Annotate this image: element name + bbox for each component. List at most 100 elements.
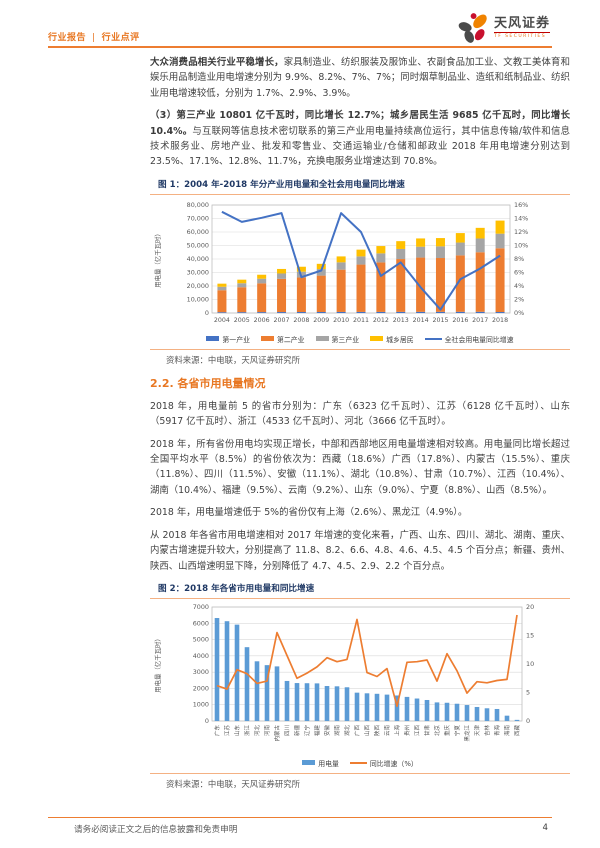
bar-segment xyxy=(277,268,287,274)
x-axis-label: 2012 xyxy=(373,317,389,324)
legend-label: 城乡居民 xyxy=(386,335,414,344)
bar-segment xyxy=(435,237,445,247)
bar-segment xyxy=(376,262,386,312)
x-axis-label: 山东 xyxy=(233,724,241,736)
bar-segment xyxy=(217,283,227,287)
x-axis-label: 青海 xyxy=(493,724,501,736)
secondary-axis-tick: 16% xyxy=(514,201,528,209)
x-axis-label: 湖南 xyxy=(333,724,341,736)
paragraph-above-average-provinces: 2018 年，所有省份用电均实现正增长，中部和西部地区用电量增速相对较高。用电量… xyxy=(150,438,570,496)
y-axis-tick: 2000 xyxy=(193,684,209,692)
secondary-axis-tick: 5 xyxy=(526,688,530,696)
legend-item: 全社会用电量同比增速 xyxy=(424,334,514,344)
x-axis-label: 2005 xyxy=(234,317,250,324)
legend-item: 城乡居民 xyxy=(370,334,414,344)
x-axis-label: 江苏 xyxy=(223,724,231,736)
bar-segment xyxy=(434,702,440,721)
bar-segment xyxy=(334,686,340,721)
bar-segment xyxy=(336,311,346,313)
secondary-axis-tick: 2% xyxy=(514,295,524,303)
x-axis-label: 2008 xyxy=(293,317,309,324)
legend-item: 同比增速（%） xyxy=(349,758,418,768)
brand-name-en: TF SECURITIES xyxy=(493,32,550,39)
paragraph-text: 家具制造业、纺织服装及服饰业、农副食品加工业、文教工美体育和娱乐用品制造业用电增… xyxy=(150,57,570,99)
legend-swatch xyxy=(370,336,384,342)
bar-segment xyxy=(234,624,240,721)
bar-segment xyxy=(277,273,287,279)
secondary-axis-tick: 8% xyxy=(514,255,524,263)
y-axis-tick: 30,000 xyxy=(187,268,209,276)
bar-segment xyxy=(455,255,465,312)
bar-segment xyxy=(454,703,460,721)
secondary-axis-tick: 10% xyxy=(514,241,528,249)
paragraph-lead-bold: 大众消费品相关行业平稳增长， xyxy=(150,57,284,68)
paragraph-text: 与互联网等信息技术密切联系的第三产业用电量持续高位运行，其中信息传输/软件和信息… xyxy=(150,125,570,168)
paragraph-lead-bold: （3）第三产业 10801 亿千瓦时，同比增长 12.7%；城乡居民生活 968… xyxy=(150,110,570,137)
bar-segment xyxy=(316,268,326,276)
bar-segment xyxy=(257,283,267,312)
x-axis-label: 湖北 xyxy=(343,724,351,736)
y-axis-tick: 0 xyxy=(205,309,209,317)
bar-segment xyxy=(416,311,426,313)
bar-segment xyxy=(237,287,247,312)
x-axis-label: 上海 xyxy=(393,724,401,736)
x-axis-label: 四川 xyxy=(284,725,291,736)
bar-segment xyxy=(495,220,505,234)
x-axis-label: 2007 xyxy=(274,317,290,324)
bar-segment xyxy=(356,249,366,257)
paragraph-below-5pct-provinces: 2018 年，用电量增速低于 5%的省份仅有上海（2.6%）、黑龙江（4.9%）… xyxy=(150,507,468,519)
x-axis-label: 西藏 xyxy=(513,724,521,736)
y-axis-tick: 70,000 xyxy=(187,214,209,222)
bar-segment xyxy=(356,311,366,313)
trend-line xyxy=(216,614,518,707)
bar-segment xyxy=(424,699,430,721)
brand-logo: 天风证券 TF SECURITIES xyxy=(457,12,550,44)
legend-item: 第二产业 xyxy=(260,334,305,344)
x-axis-label: 安徽 xyxy=(323,724,331,736)
legend-swatch xyxy=(349,761,367,764)
bar-segment xyxy=(504,715,510,721)
x-axis-label: 天津 xyxy=(474,724,481,736)
paragraph-top5-provinces: 2018 年，用电量前 5 的省市分别为：广东（6323 亿千瓦时）、江苏（61… xyxy=(150,400,570,428)
x-axis-label: 海南 xyxy=(503,724,511,736)
y-axis-tick: 6000 xyxy=(193,619,209,627)
x-axis-label: 江西 xyxy=(414,724,421,736)
legend-swatch xyxy=(315,336,329,342)
figure-top-hairline xyxy=(150,597,570,599)
bar-segment xyxy=(296,266,306,272)
bar-segment xyxy=(416,238,426,247)
x-axis-label: 陕西 xyxy=(373,724,381,736)
x-axis-label: 2016 xyxy=(452,317,468,324)
legend-swatch xyxy=(206,336,220,342)
bar-segment xyxy=(494,708,500,721)
paragraph-growth-change: 从 2018 年各省市用电增速相对 2017 年增速的变化来看，广西、山东、四川… xyxy=(150,529,570,572)
bar-segment xyxy=(324,685,330,721)
bar-segment xyxy=(475,227,485,239)
bar-segment xyxy=(396,248,406,259)
bar-segment xyxy=(316,263,326,269)
secondary-axis-tick: 20 xyxy=(526,603,534,611)
figure-1: 图 1：2004 年-2018 年分产业用电量和全社会用电量同比增速 0 10,0… xyxy=(150,177,570,366)
secondary-axis-tick: 6% xyxy=(514,268,524,276)
bar-segment xyxy=(464,704,470,721)
figure-bottom-hairline xyxy=(150,772,570,774)
y-axis-title: 用电量（亿千瓦时） xyxy=(153,230,162,288)
x-axis-label: 辽宁 xyxy=(303,724,311,736)
pinwheel-logo-icon xyxy=(458,13,487,43)
bar-segment xyxy=(435,311,445,313)
report-body: 大众消费品相关行业平稳增长，家具制造业、纺织服装及服饰业、农副食品加工业、文教工… xyxy=(150,55,570,799)
figure-2-source: 资料来源：中电联，天风证券研究所 xyxy=(166,778,300,789)
x-axis-label: 2010 xyxy=(333,317,349,324)
secondary-axis-tick: 4% xyxy=(514,282,524,290)
y-axis-tick: 20,000 xyxy=(187,282,209,290)
bar-segment xyxy=(416,257,426,312)
bar-segment xyxy=(257,311,267,313)
report-type-primary: 行业报告 xyxy=(48,33,87,43)
bar-segment xyxy=(257,278,267,284)
x-axis-label: 云南 xyxy=(383,724,391,736)
bar-segment xyxy=(455,242,465,256)
industry-electricity-chart: 0 10,000 20,000 30,000 40,000 50,000 60,000 70,… xyxy=(153,201,528,324)
section-heading: 2.2. 各省市用电量情况 xyxy=(150,376,266,390)
bar-segment xyxy=(314,683,320,721)
bar-segment xyxy=(344,687,350,721)
